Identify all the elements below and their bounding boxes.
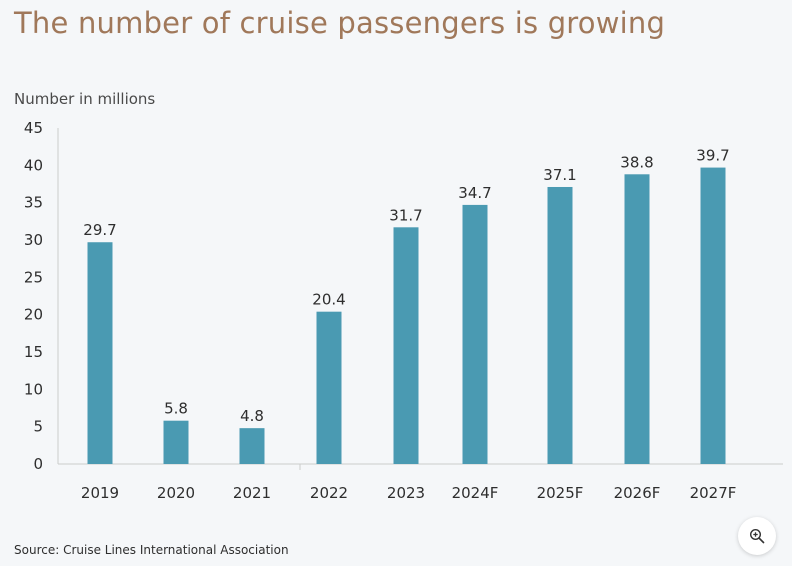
data-label: 37.1 [543, 166, 576, 184]
bar-2025f [547, 186, 573, 464]
data-label: 31.7 [389, 206, 422, 224]
bar-2023 [393, 227, 419, 464]
y-tick-label: 0 [33, 455, 43, 473]
x-tick-label: 2021 [233, 484, 271, 502]
x-tick-label: 2025F [537, 484, 584, 502]
bar-chart: 0 5 10 15 20 25 30 35 40 45 29.7 5.8 4.8 20.4 31.7 34.… [24, 119, 783, 502]
chart-title: The number of cruise passengers is growi… [14, 6, 666, 40]
data-label: 38.8 [620, 153, 653, 171]
bar-2027f [700, 167, 726, 464]
x-tick-label: 2019 [81, 484, 119, 502]
x-tick-label: 2022 [310, 484, 348, 502]
source-note: Source: Cruise Lines International Assoc… [14, 543, 289, 557]
zoom-button[interactable] [738, 517, 776, 555]
y-tick-label: 40 [24, 156, 43, 174]
data-labels: 29.7 5.8 4.8 20.4 31.7 34.7 37.1 38.8 39.7 [83, 147, 729, 426]
data-label: 34.7 [458, 184, 491, 202]
y-tick-label: 35 [24, 194, 43, 212]
y-tick-label: 5 [33, 418, 43, 436]
y-tick-label: 25 [24, 268, 43, 286]
y-tick-label: 10 [24, 380, 43, 398]
data-label: 4.8 [240, 407, 264, 425]
data-label: 29.7 [83, 221, 116, 239]
x-tick-label: 2026F [614, 484, 661, 502]
bar-2019 [87, 242, 113, 464]
x-tick-label: 2023 [387, 484, 425, 502]
y-tick-label: 45 [24, 119, 43, 137]
x-tick-label: 2020 [157, 484, 195, 502]
x-ticks: 2019 2020 2021 2022 2023 2024F 2025F 2026F 2027F [81, 484, 737, 502]
x-tick-label: 2027F [690, 484, 737, 502]
y-axis-label: Number in millions [14, 90, 156, 108]
y-tick-label: 30 [24, 231, 43, 249]
bar-2026f [624, 174, 650, 464]
bar-2021 [239, 428, 265, 464]
data-label: 39.7 [696, 147, 729, 165]
y-tick-label: 20 [24, 306, 43, 324]
data-label: 5.8 [164, 400, 188, 418]
x-tick-label: 2024F [452, 484, 499, 502]
y-tick-label: 15 [24, 343, 43, 361]
data-label: 20.4 [312, 291, 345, 309]
bar-2020 [163, 420, 189, 464]
bars [87, 167, 726, 464]
y-ticks: 0 5 10 15 20 25 30 35 40 45 [24, 119, 43, 473]
bar-2022 [316, 311, 342, 464]
bar-2024f [462, 204, 488, 464]
zoom-in-icon [749, 528, 765, 544]
